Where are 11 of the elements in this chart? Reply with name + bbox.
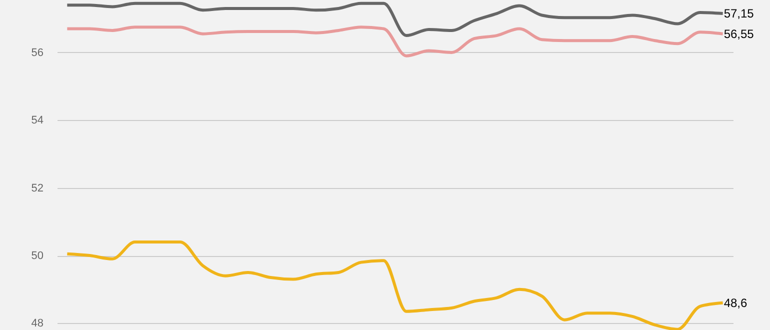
y-tick-label: 52 xyxy=(31,182,44,194)
y-tick-label: 54 xyxy=(31,114,44,127)
y-tick-label: 56 xyxy=(31,46,44,59)
data-label: 56,55 xyxy=(724,26,754,41)
y-tick-label: 50 xyxy=(31,250,44,262)
line-series xyxy=(66,2,724,38)
data-label: 57,15 xyxy=(724,6,754,21)
y-tick-label: 48 xyxy=(31,318,44,330)
data-label: 48,6 xyxy=(724,296,748,310)
line-series xyxy=(66,26,724,58)
line-series xyxy=(66,240,724,330)
